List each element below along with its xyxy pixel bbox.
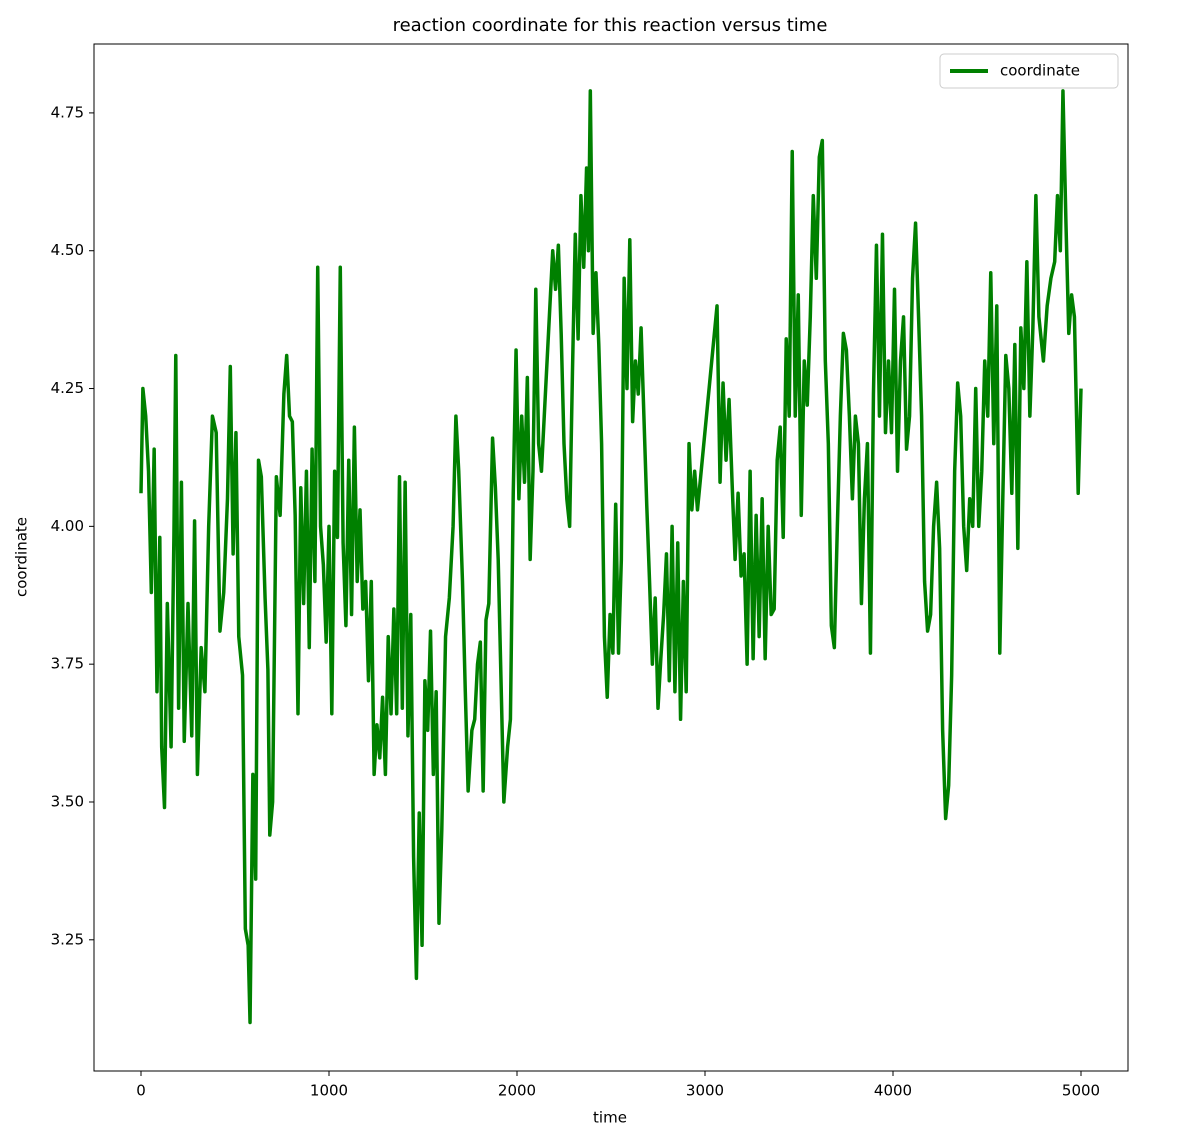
x-tick-label: 5000 [1062,1082,1100,1100]
x-tick-label: 4000 [874,1082,912,1100]
y-tick-label: 4.25 [51,379,84,397]
x-axis-label: time [593,1109,627,1127]
legend-label: coordinate [1000,62,1080,80]
x-tick-label: 2000 [498,1082,536,1100]
plot-area [139,89,1083,1025]
chart-title: reaction coordinate for this reaction ve… [393,15,828,36]
y-tick-label: 4.50 [51,241,84,259]
data-line [139,89,1083,1025]
legend-box [939,53,1119,89]
y-axis-label: coordinate [13,517,31,597]
x-tick-label: 1000 [310,1082,348,1100]
y-tick-label: 4.75 [51,103,84,121]
axes-frame [93,43,1129,1072]
y-tick-label: 4.00 [51,517,84,535]
x-tick-label: 0 [136,1082,146,1100]
x-tick-label: 3000 [686,1082,724,1100]
y-tick-label: 3.50 [51,792,84,810]
y-tick-label: 3.25 [51,930,84,948]
y-tick-label: 3.75 [51,655,84,673]
